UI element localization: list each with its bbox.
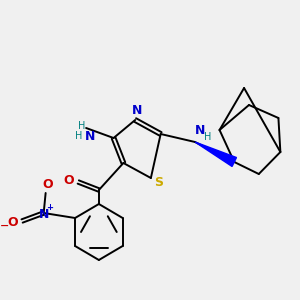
Text: H: H: [204, 132, 212, 142]
Text: −: −: [0, 221, 9, 231]
Text: N: N: [85, 130, 95, 142]
Text: O: O: [7, 217, 18, 230]
Text: H: H: [75, 131, 82, 141]
Text: N: N: [132, 103, 142, 116]
Text: O: O: [42, 178, 53, 191]
Polygon shape: [195, 142, 236, 167]
Text: N: N: [195, 124, 205, 136]
Text: +: +: [46, 202, 53, 211]
Text: O: O: [63, 173, 74, 187]
Text: S: S: [154, 176, 163, 188]
Text: N: N: [38, 208, 49, 221]
Text: H: H: [79, 121, 86, 131]
